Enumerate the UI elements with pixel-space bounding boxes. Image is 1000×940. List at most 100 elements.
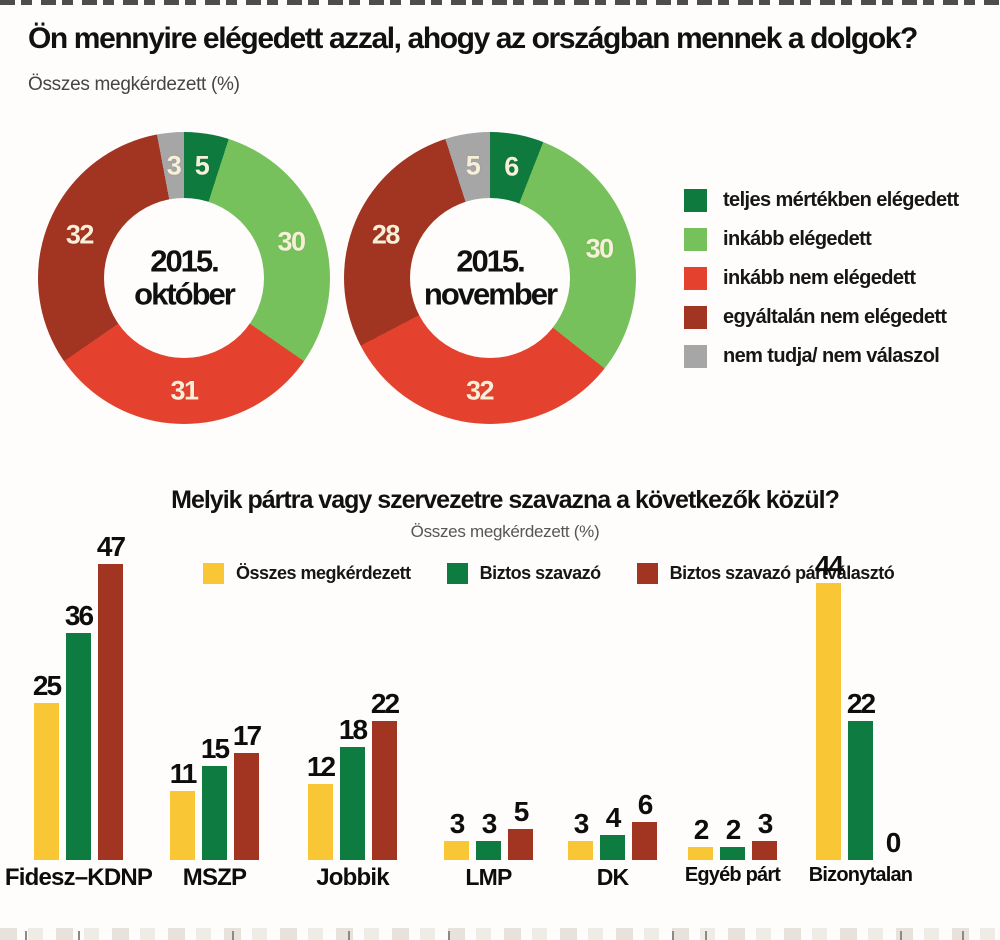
bar-category-label: Bizonytalan bbox=[808, 864, 913, 886]
bar-column: 36 bbox=[64, 600, 94, 860]
bar-value-label: 0 bbox=[885, 827, 902, 858]
donut-legend-item: teljes mértékben elégedett bbox=[684, 188, 959, 212]
bar-group-bars: 11 15 17 bbox=[169, 721, 262, 860]
legend-item-label: inkább elégedett bbox=[723, 227, 872, 250]
donut-legend-item: inkább nem elégedett bbox=[684, 266, 959, 290]
donut-slice-value: 30 bbox=[277, 226, 306, 257]
bar-column: 17 bbox=[233, 721, 262, 860]
cropped-text-mark bbox=[348, 931, 350, 940]
bar-value-label: 36 bbox=[64, 600, 94, 632]
bar bbox=[444, 841, 469, 860]
legend-item-label: egyáltalán nem elégedett bbox=[723, 305, 947, 328]
cropped-text-mark bbox=[78, 931, 80, 940]
bar-value-label: 4 bbox=[605, 801, 622, 833]
bar-category-label: LMP bbox=[465, 864, 512, 890]
donut-slice-value: 30 bbox=[585, 233, 615, 263]
bar-value-label: 22 bbox=[846, 688, 876, 720]
bar-column: 22 bbox=[371, 690, 400, 860]
donut-slice-value: 5 bbox=[465, 150, 481, 181]
donut-legend: teljes mértékben elégedett inkább elégede… bbox=[684, 188, 959, 383]
bar-column: 44 bbox=[815, 551, 844, 860]
legend-item-label: Összes megkérdezett bbox=[236, 562, 411, 583]
bar bbox=[816, 582, 841, 860]
bar-value-label: 2 bbox=[725, 814, 742, 846]
page-title: Ön mennyire elégedett azzal, ahogy az or… bbox=[28, 22, 918, 55]
bar-value-label: 15 bbox=[200, 732, 230, 764]
bar-column: 3 bbox=[444, 810, 469, 860]
bar-value-label: 2 bbox=[693, 814, 710, 846]
donut-center-label: 2015. október bbox=[134, 243, 236, 312]
bar-column: 47 bbox=[96, 530, 126, 860]
legend-swatch-icon bbox=[446, 562, 468, 584]
bar-column: 12 bbox=[307, 753, 336, 860]
cropped-text-mark bbox=[672, 931, 674, 940]
cropped-text-mark bbox=[448, 931, 450, 940]
legend-swatch-icon bbox=[203, 562, 224, 584]
cropped-bottom-strip bbox=[0, 928, 1000, 940]
donut-chart-october: 5 30 31 32 3 2015. október bbox=[38, 132, 330, 424]
bar bbox=[720, 847, 745, 860]
donut-hole bbox=[104, 198, 264, 358]
bar-column: 3 bbox=[568, 810, 593, 860]
bar-column: 0 bbox=[880, 829, 905, 860]
donut-chart-november: 6 30 32 28 5 2015. november bbox=[344, 132, 636, 424]
bar-chart-subtitle: Összes megkérdezett (%) bbox=[410, 522, 600, 541]
bar-legend: Összes megkérdezett Biztos szavazó Biztos … bbox=[203, 562, 895, 584]
bar-column: 5 bbox=[508, 795, 533, 860]
bar-value-label: 18 bbox=[338, 713, 368, 745]
bar-column: 25 bbox=[32, 669, 62, 860]
legend-swatch-icon bbox=[684, 266, 707, 290]
donut-slice-value: 31 bbox=[170, 375, 199, 406]
donut-legend-item: egyáltalán nem elégedett bbox=[684, 305, 959, 329]
bar bbox=[34, 702, 59, 860]
donut-slice-value: 6 bbox=[504, 151, 519, 182]
bar bbox=[234, 752, 259, 860]
bar-category-label: Jobbik bbox=[316, 864, 389, 891]
bar-value-label: 3 bbox=[573, 808, 590, 840]
cropped-text-mark bbox=[25, 931, 27, 940]
page-subtitle: Összes megkérdezett (%) bbox=[28, 74, 240, 95]
donut-slice-value: 3 bbox=[166, 150, 182, 180]
bar bbox=[308, 784, 333, 860]
bar-value-label: 5 bbox=[513, 795, 530, 827]
bar-category-label: Fidesz–KDNP bbox=[4, 864, 153, 891]
bar-column: 2 bbox=[720, 816, 745, 860]
bar-category-label: MSZP bbox=[182, 864, 247, 891]
bar bbox=[476, 841, 501, 860]
donut-slice-value: 5 bbox=[194, 150, 210, 181]
bar-column: 4 bbox=[600, 801, 625, 860]
legend-swatch-icon bbox=[684, 305, 707, 329]
bar-value-label: 3 bbox=[449, 808, 466, 840]
bar-value-label: 11 bbox=[169, 757, 198, 789]
bar bbox=[600, 834, 625, 860]
bar-legend-item: Összes megkérdezett bbox=[203, 562, 411, 584]
bar bbox=[372, 721, 397, 860]
donut-slice-value: 32 bbox=[65, 219, 95, 250]
cropped-text-mark bbox=[962, 931, 964, 940]
donut-ring-october: 5 30 31 32 3 2015. október bbox=[38, 132, 330, 424]
bar bbox=[688, 847, 713, 860]
donut-center-label: 2015. november bbox=[423, 243, 558, 312]
cropped-text-mark bbox=[900, 931, 902, 940]
donut-legend-item: inkább elégedett bbox=[684, 227, 959, 251]
bar-category-label: DK bbox=[596, 864, 629, 890]
legend-item-label: nem tudja/ nem válaszol bbox=[723, 344, 940, 367]
bar-value-label: 3 bbox=[481, 808, 498, 840]
bar bbox=[848, 721, 873, 860]
donut-legend-item: nem tudja/ nem válaszol bbox=[684, 344, 959, 368]
bar-column: 2 bbox=[688, 816, 713, 860]
bar bbox=[340, 746, 365, 860]
bar-group-bars: 12 18 22 bbox=[307, 690, 400, 860]
legend-swatch-icon bbox=[636, 562, 658, 584]
bar-value-label: 25 bbox=[32, 669, 62, 701]
bar bbox=[202, 765, 227, 860]
legend-item-label: teljes mértékben elégedett bbox=[723, 188, 959, 211]
bar-category-label: Egyéb párt bbox=[684, 864, 781, 886]
bar-legend-item: Biztos szavazó pártválasztó bbox=[636, 562, 895, 584]
bar-value-label: 6 bbox=[637, 789, 654, 821]
bar-chart-plot-area: 25 36 47 Fidesz–KDNP 11 15 17 MSZP 12 18 22 Jobbik 3… bbox=[0, 530, 1000, 891]
bar-column: 18 bbox=[338, 713, 368, 860]
bar-value-label: 47 bbox=[96, 530, 126, 562]
